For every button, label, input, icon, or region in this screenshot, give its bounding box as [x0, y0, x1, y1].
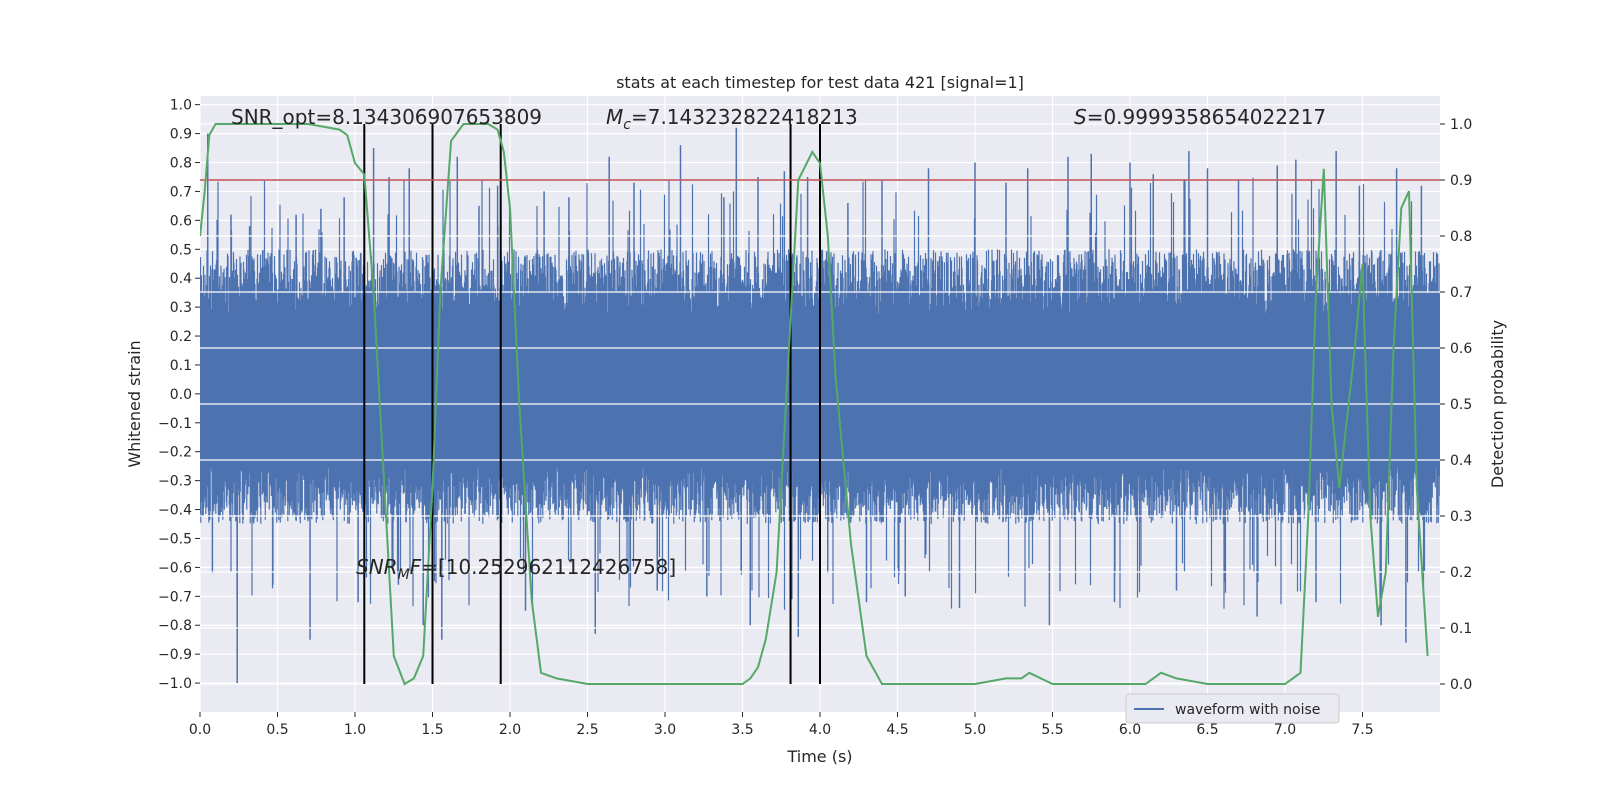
y-left-tick-19: −0.9 [158, 647, 192, 663]
legend-box [1125, 693, 1340, 724]
legend-label: waveform with noise [1175, 702, 1320, 718]
annotation-mc: Mc=7.143232822418213 [606, 105, 858, 133]
y-left-tick-12: −0.2 [158, 445, 192, 461]
y-left-tick-11: −0.1 [158, 416, 192, 432]
annotation-snr-opt: SNR_opt=8.134306907653809 [231, 105, 542, 129]
y-axis-label-right: Detection probability [1488, 320, 1507, 488]
x-tick-13: 6.5 [1196, 722, 1218, 738]
y-right-tick-4: 0.6 [1450, 341, 1472, 357]
snr-mf-subscript: M [398, 567, 410, 583]
x-tick-8: 4.0 [809, 722, 831, 738]
y-left-tick-18: −0.8 [158, 618, 192, 634]
x-tick-5: 2.5 [576, 722, 598, 738]
mc-subscript: c [623, 117, 631, 133]
y-left-tick-3: 0.7 [170, 184, 192, 200]
y-left-tick-4: 0.6 [170, 213, 192, 229]
legend: waveform with noise [1125, 693, 1340, 724]
y-right-tick-10: 0.0 [1450, 677, 1472, 693]
y-left-tick-6: 0.4 [170, 271, 192, 287]
mc-value: =7.143232822418213 [631, 105, 858, 129]
y-left-tick-16: −0.6 [158, 560, 192, 576]
mc-symbol: M [606, 105, 623, 129]
x-tick-0: 0.0 [189, 722, 211, 738]
x-axis: 0.0 0.5 1.0 1.5 2.0 2.5 3.0 3.5 4.0 4.5 5.0 5.5 6.0 6… [189, 712, 1374, 738]
y-right-tick-0: 1.0 [1450, 117, 1472, 133]
x-tick-4: 2.0 [499, 722, 521, 738]
x-axis-label: Time (s) [786, 747, 852, 766]
y-axis-label-left: Whitened strain [125, 340, 144, 467]
y-left-tick-1: 0.9 [170, 127, 192, 143]
y-right-tick-2: 0.8 [1450, 229, 1472, 245]
y-left-tick-9: 0.1 [170, 358, 192, 374]
x-tick-10: 5.0 [964, 722, 986, 738]
waveform-band [200, 177, 1440, 611]
y-left-tick-5: 0.5 [170, 242, 192, 258]
y-left-tick-13: −0.3 [158, 474, 192, 490]
y-left-tick-17: −0.7 [158, 589, 192, 605]
right-axis: 1.0 0.9 0.8 0.7 0.6 0.5 0.4 0.3 0.2 0.1 0.0 [1440, 117, 1472, 693]
x-tick-6: 3.0 [654, 722, 676, 738]
snr-mf-f: F [410, 555, 422, 579]
waveform-series [200, 127, 1440, 684]
annotation-snr-mf: SNRMF=[10.252962112426758] [356, 555, 676, 583]
probability-line [200, 123, 1429, 686]
x-tick-1: 0.5 [266, 722, 288, 738]
y-left-tick-8: 0.2 [170, 329, 192, 345]
y-left-tick-20: −1.0 [158, 676, 192, 692]
s-value: =0.9999358654022217 [1087, 105, 1326, 129]
y-right-tick-3: 0.7 [1450, 285, 1472, 301]
snr-mf-value: =[10.252962112426758] [421, 555, 676, 579]
x-tick-9: 4.5 [886, 722, 908, 738]
y-right-tick-6: 0.4 [1450, 453, 1472, 469]
x-tick-2: 1.0 [344, 722, 366, 738]
chart-title: stats at each timestep for test data 421… [616, 73, 1024, 92]
x-tick-3: 1.5 [421, 722, 443, 738]
y-left-tick-2: 0.8 [170, 156, 192, 172]
y-left-tick-0: 1.0 [170, 98, 192, 114]
snr-mf-symbol: SNR [356, 555, 398, 579]
y-right-tick-5: 0.5 [1450, 397, 1472, 413]
s-symbol: S [1074, 105, 1087, 129]
x-tick-7: 3.5 [731, 722, 753, 738]
y-right-tick-1: 0.9 [1450, 173, 1472, 189]
x-tick-14: 7.0 [1274, 722, 1296, 738]
vertical-lines [363, 124, 821, 684]
left-axis: 1.0 0.9 0.8 0.7 0.6 0.5 0.4 0.3 0.2 0.1 0.0 −0.1 −0.… [158, 98, 200, 692]
probability-series [200, 123, 1429, 686]
y-left-tick-14: −0.4 [158, 503, 192, 519]
y-left-tick-7: 0.3 [170, 300, 192, 316]
annotation-s: S=0.9999358654022217 [1074, 105, 1326, 129]
y-left-tick-15: −0.5 [158, 531, 192, 547]
y-right-tick-8: 0.2 [1450, 565, 1472, 581]
y-left-tick-10: 0.0 [170, 387, 192, 403]
y-right-tick-7: 0.3 [1450, 509, 1472, 525]
y-right-tick-9: 0.1 [1450, 621, 1472, 637]
x-tick-12: 6.0 [1119, 722, 1141, 738]
x-tick-11: 5.5 [1041, 722, 1063, 738]
x-tick-15: 7.5 [1351, 722, 1373, 738]
